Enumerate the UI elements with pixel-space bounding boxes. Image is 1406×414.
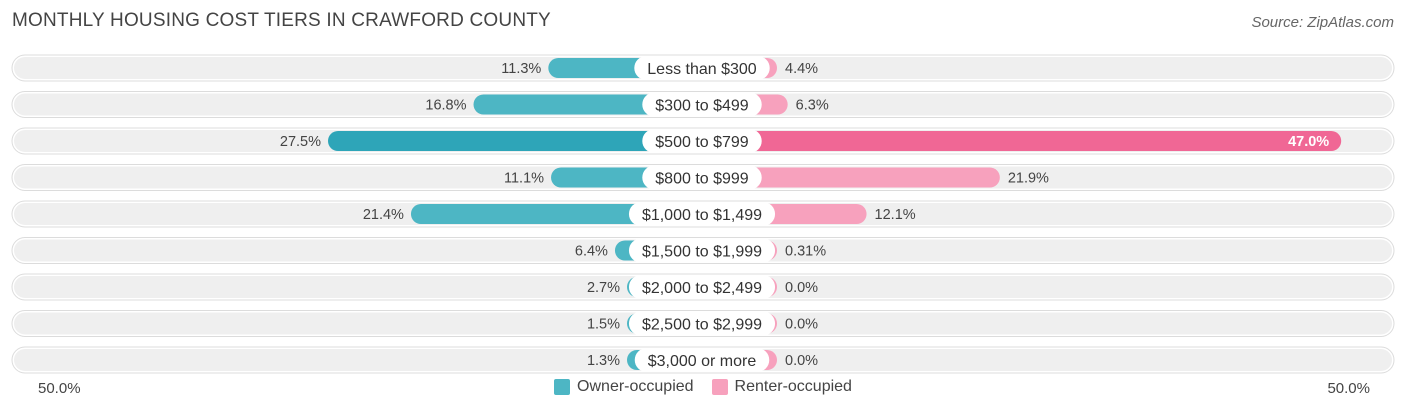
category-pill — [634, 348, 770, 372]
chart-source: Source: ZipAtlas.com — [1251, 14, 1394, 31]
owner-value-label: 16.8% — [425, 98, 466, 114]
category-pill — [628, 275, 776, 299]
category-pill — [628, 311, 776, 336]
renter-bar — [702, 167, 1000, 188]
owner-value-label: 1.3% — [587, 353, 620, 369]
owner-value-label: 6.4% — [575, 244, 608, 260]
category-pill — [642, 129, 762, 153]
legend: Owner-occupied Renter-occupied — [0, 378, 1406, 396]
owner-value-label: 21.4% — [363, 207, 404, 223]
legend-owner-label: Owner-occupied — [577, 378, 694, 395]
category-label: $1,000 to $1,499 — [642, 207, 762, 224]
axis-left-label: 50.0% — [38, 380, 81, 397]
renter-value-label: 0.0% — [785, 280, 818, 296]
renter-value-label: 47.0% — [1288, 134, 1329, 150]
renter-value-label: 0.0% — [785, 353, 818, 369]
category-label: $500 to $799 — [655, 134, 749, 151]
renter-value-label: 0.0% — [785, 317, 818, 333]
legend-item-renter[interactable]: Renter-occupied — [711, 378, 852, 396]
category-pill — [628, 202, 776, 226]
renter-value-label: 6.3% — [796, 98, 829, 114]
owner-value-label: 2.7% — [587, 280, 620, 296]
renter-bar — [702, 131, 1342, 151]
renter-value-label: 12.1% — [875, 207, 916, 223]
legend-item-owner[interactable]: Owner-occupied — [554, 378, 694, 396]
owner-value-label: 27.5% — [280, 134, 321, 150]
category-pill — [634, 56, 770, 80]
renter-value-label: 0.31% — [785, 244, 826, 260]
category-label: $2,000 to $2,499 — [642, 280, 762, 297]
category-pill — [642, 92, 762, 117]
legend-renter-label: Renter-occupied — [734, 378, 852, 395]
category-label: $800 to $999 — [655, 171, 749, 188]
category-label: $1,500 to $1,999 — [642, 244, 762, 261]
category-label: Less than $300 — [647, 61, 757, 78]
owner-swatch — [554, 379, 571, 395]
owner-value-label: 11.3% — [501, 61, 541, 77]
renter-value-label: 21.9% — [1008, 171, 1049, 187]
owner-bar — [410, 204, 702, 224]
category-pill — [642, 165, 762, 190]
axis-right-label: 50.0% — [1327, 380, 1370, 397]
category-label: $3,000 or more — [648, 353, 757, 370]
owner-bar — [328, 131, 702, 151]
renter-value-label: 4.4% — [785, 61, 818, 77]
category-label: $2,500 to $2,999 — [642, 317, 762, 334]
chart-title: MONTHLY HOUSING COST TIERS IN CRAWFORD C… — [12, 10, 551, 31]
owner-value-label: 1.5% — [587, 317, 620, 333]
renter-swatch — [711, 379, 728, 395]
owner-value-label: 11.1% — [504, 171, 544, 187]
category-pill — [628, 238, 776, 263]
category-label: $300 to $499 — [655, 98, 749, 115]
